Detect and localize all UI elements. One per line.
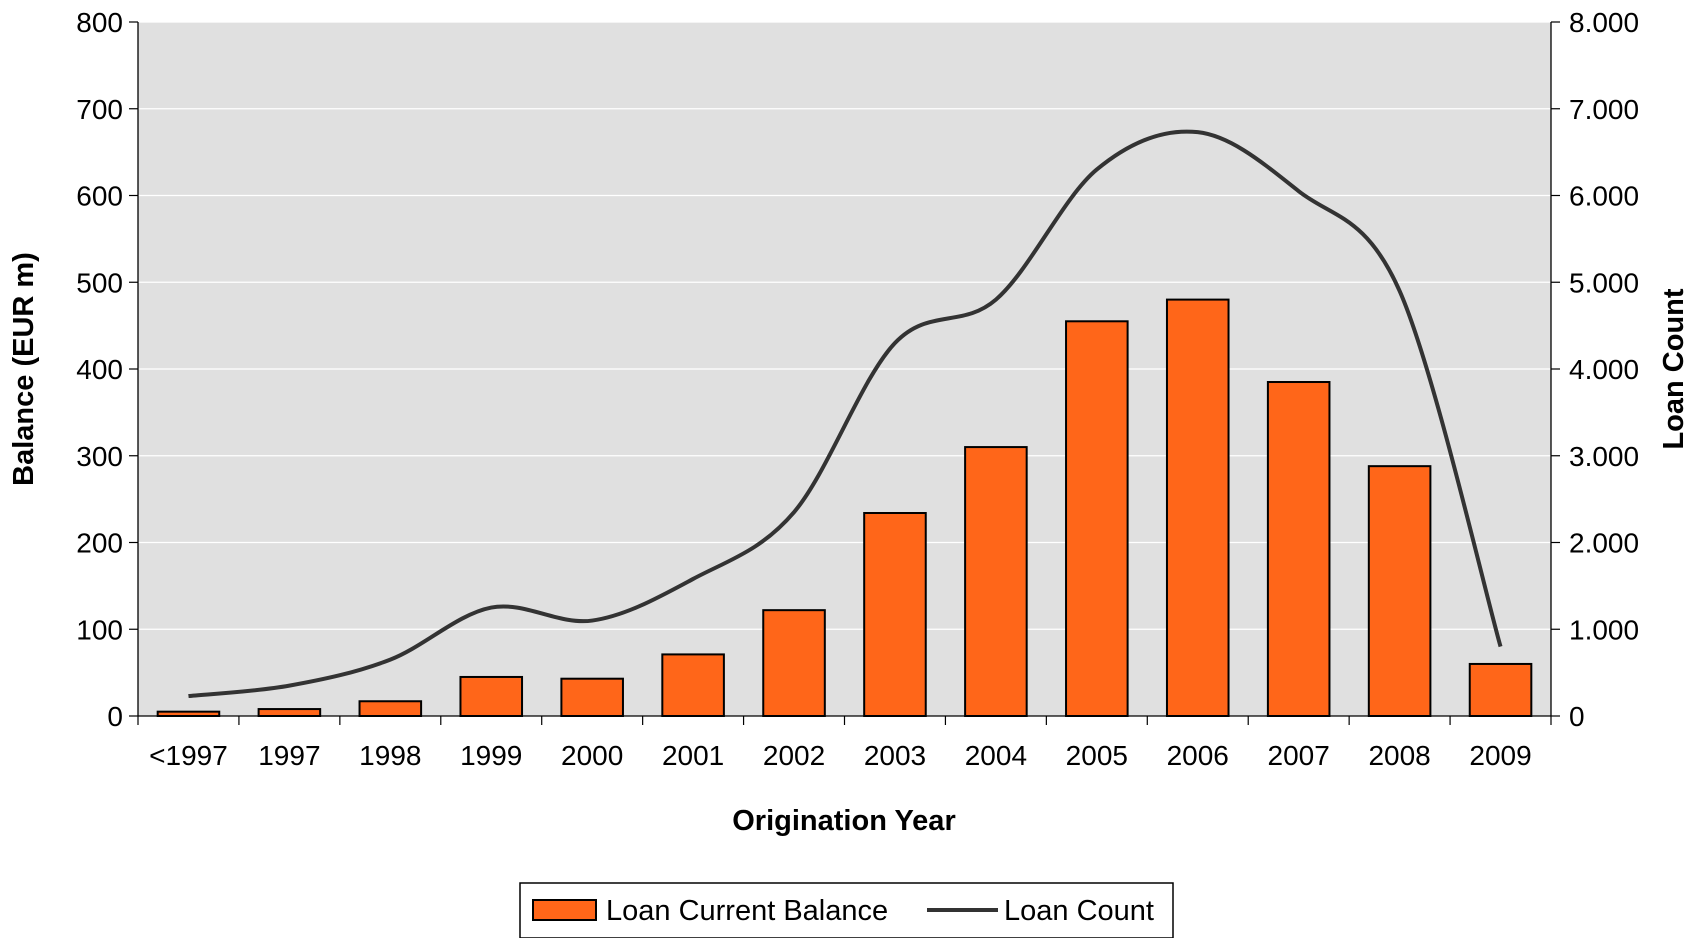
y2-tick-label: 5.000	[1569, 267, 1639, 298]
x-tick-label: 2008	[1368, 740, 1430, 771]
x-tick-label: 2003	[864, 740, 926, 771]
y2-axis-title: Loan Count	[1658, 288, 1690, 449]
y-tick-label: 500	[76, 267, 123, 298]
y-tick-label: 300	[76, 441, 123, 472]
line-series	[188, 129, 1503, 699]
x-tick-label: 2001	[662, 740, 724, 771]
tick-labels: 0 0 100 1.000 200 2.000 300 3.000 400 4.000 500 5.0…	[76, 7, 1639, 771]
legend-box	[519, 882, 1174, 938]
legend-label-count: Loan Count	[1004, 895, 1154, 927]
bar	[358, 700, 423, 718]
bar	[1165, 298, 1230, 717]
bar	[1266, 381, 1331, 717]
bar	[257, 708, 322, 717]
loan-count-line	[188, 129, 1503, 699]
y-axis-title: Balance (EUR m)	[8, 252, 40, 486]
y2-tick-label: 3.000	[1569, 441, 1639, 472]
x-tick-label: 2007	[1268, 740, 1330, 771]
y-tick-label: 100	[76, 614, 123, 645]
legend-label-balance: Loan Current Balance	[606, 895, 888, 927]
gridlines	[138, 21, 1551, 630]
x-tick-label: 2002	[763, 740, 825, 771]
y2-tick-label: 2.000	[1569, 528, 1639, 559]
bar	[1367, 465, 1432, 717]
bar	[661, 653, 725, 717]
y-tick-label: 0	[107, 701, 123, 732]
bar	[560, 677, 624, 718]
y2-tick-label: 6.000	[1569, 181, 1639, 212]
legend: Loan Current Balance Loan Count	[519, 882, 1174, 938]
x-tick-label: <1997	[149, 740, 228, 771]
y-tick-label: 600	[76, 181, 123, 212]
y-tick-label: 400	[76, 354, 123, 385]
x-tick-label: 1997	[258, 740, 320, 771]
y-tick-label: 700	[76, 94, 123, 125]
x-tick-label: 1999	[460, 740, 522, 771]
y-tick-label: 800	[76, 7, 123, 38]
y2-tick-label: 0	[1569, 701, 1585, 732]
y2-tick-label: 4.000	[1569, 354, 1639, 385]
x-tick-label: 2005	[1066, 740, 1128, 771]
x-axis-title: Origination Year	[732, 805, 955, 837]
bar	[762, 609, 826, 717]
y-tick-label: 200	[76, 528, 123, 559]
x-tick-label: 1998	[359, 740, 421, 771]
bar	[1065, 320, 1129, 717]
bar	[863, 512, 927, 717]
bar	[156, 710, 221, 717]
y2-tick-label: 8.000	[1569, 7, 1639, 38]
bar	[964, 446, 1028, 717]
x-tick-label: 2004	[965, 740, 1027, 771]
x-tick-label: 2000	[561, 740, 623, 771]
bar	[1468, 662, 1533, 718]
y2-tick-label: 7.000	[1569, 94, 1639, 125]
bar	[459, 675, 524, 718]
x-tick-label: 2006	[1167, 740, 1229, 771]
axes	[129, 21, 1560, 725]
y2-tick-label: 1.000	[1569, 614, 1639, 645]
legend-bar-swatch	[532, 899, 597, 921]
x-tick-label: 2009	[1469, 740, 1531, 771]
